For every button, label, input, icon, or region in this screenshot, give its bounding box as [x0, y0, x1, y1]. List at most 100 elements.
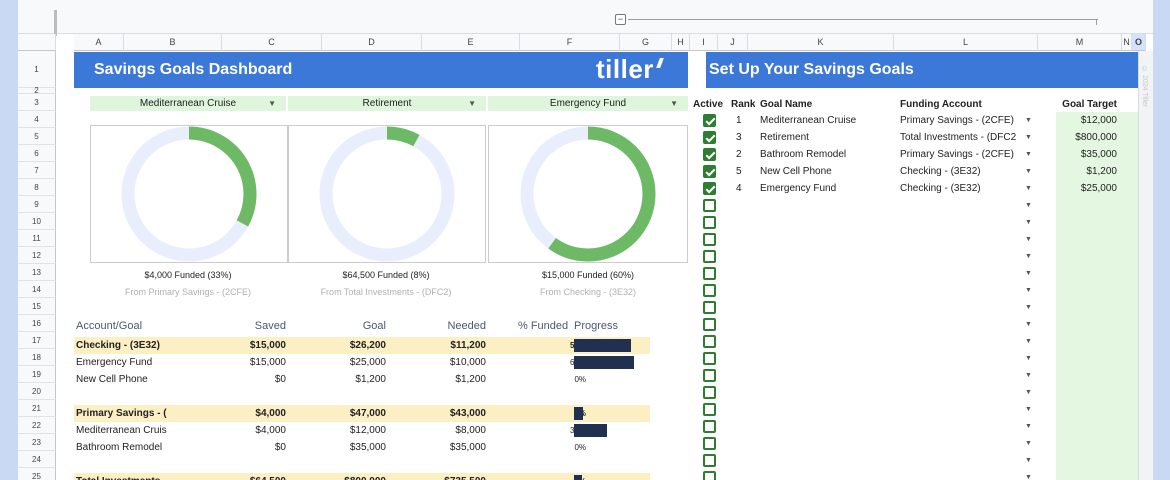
- active-checkbox[interactable]: [703, 114, 716, 127]
- active-checkbox[interactable]: [703, 165, 716, 178]
- goal-name[interactable]: Mediterranean Cruise: [760, 115, 857, 126]
- goal-name[interactable]: New Cell Phone: [760, 166, 832, 177]
- column-header-l[interactable]: L: [894, 34, 1038, 51]
- gauge-chart-2[interactable]: [288, 125, 486, 263]
- chevron-down-icon[interactable]: ▼: [1025, 440, 1032, 447]
- row-header-22[interactable]: 22: [18, 417, 56, 434]
- chevron-down-icon[interactable]: ▼: [1025, 236, 1032, 243]
- chevron-down-icon[interactable]: ▼: [1025, 457, 1032, 464]
- chevron-down-icon[interactable]: ▼: [1025, 372, 1032, 379]
- column-header-m[interactable]: M: [1038, 34, 1122, 51]
- funding-account[interactable]: Checking - (3E32): [900, 183, 981, 194]
- goal-selector-3[interactable]: Emergency Fund ▼: [488, 96, 688, 111]
- goal-selector-2[interactable]: Retirement ▼: [288, 96, 486, 111]
- column-header-h[interactable]: H: [672, 34, 690, 51]
- goal-target[interactable]: $35,000: [1080, 149, 1117, 160]
- chevron-down-icon[interactable]: ▼: [1025, 117, 1032, 124]
- goal-rank[interactable]: 1: [736, 115, 742, 126]
- active-checkbox[interactable]: [703, 335, 716, 348]
- column-header-j[interactable]: J: [718, 34, 748, 51]
- chevron-down-icon[interactable]: ▼: [1025, 423, 1032, 430]
- active-checkbox[interactable]: [703, 301, 716, 314]
- chevron-down-icon[interactable]: ▼: [1025, 151, 1032, 158]
- row-header-24[interactable]: 24: [18, 451, 56, 468]
- active-checkbox[interactable]: [703, 386, 716, 399]
- column-header-e[interactable]: E: [422, 34, 520, 51]
- active-checkbox[interactable]: [703, 437, 716, 450]
- goal-rank[interactable]: 2: [736, 149, 742, 160]
- active-checkbox[interactable]: [703, 267, 716, 280]
- active-checkbox[interactable]: [703, 284, 716, 297]
- gauge-chart-3[interactable]: [488, 125, 688, 263]
- row-header-2[interactable]: 2: [18, 87, 56, 95]
- row-header-19[interactable]: 19: [18, 366, 56, 383]
- goal-name[interactable]: Emergency Fund: [760, 183, 837, 194]
- row-header-25[interactable]: 25: [18, 468, 56, 480]
- active-checkbox[interactable]: [703, 131, 716, 144]
- row-header-14[interactable]: 14: [18, 281, 56, 298]
- chevron-down-icon[interactable]: ▼: [1025, 338, 1032, 345]
- goal-target[interactable]: $25,000: [1080, 183, 1117, 194]
- row-header-12[interactable]: 12: [18, 247, 56, 264]
- chevron-down-icon[interactable]: ▼: [1025, 304, 1032, 311]
- goal-selector-1[interactable]: Mediterranean Cruise ▼: [90, 96, 286, 111]
- column-header-c[interactable]: C: [222, 34, 322, 51]
- active-checkbox[interactable]: [703, 471, 716, 480]
- column-header-n[interactable]: N: [1122, 34, 1132, 51]
- chevron-down-icon[interactable]: ▼: [1025, 253, 1032, 260]
- funding-account[interactable]: Primary Savings - (2CFE): [900, 115, 1014, 126]
- goal-rank[interactable]: 4: [736, 183, 742, 194]
- row-header-20[interactable]: 20: [18, 383, 56, 400]
- select-all-corner[interactable]: [18, 34, 56, 51]
- row-header-6[interactable]: 6: [18, 145, 56, 162]
- column-header-k[interactable]: K: [748, 34, 894, 51]
- row-header-4[interactable]: 4: [18, 111, 56, 128]
- active-checkbox[interactable]: [703, 216, 716, 229]
- goal-name[interactable]: Bathroom Remodel: [760, 149, 847, 160]
- active-checkbox[interactable]: [703, 318, 716, 331]
- row-header-21[interactable]: 21: [18, 400, 56, 417]
- chevron-down-icon[interactable]: ▼: [1025, 321, 1032, 328]
- active-checkbox[interactable]: [703, 403, 716, 416]
- row-header-5[interactable]: 5: [18, 128, 56, 145]
- row-header-10[interactable]: 10: [18, 213, 56, 230]
- collapse-group-button[interactable]: −: [615, 14, 626, 25]
- row-header-3[interactable]: 3: [18, 94, 56, 111]
- row-header-8[interactable]: 8: [18, 179, 56, 196]
- column-header-a[interactable]: A: [74, 34, 124, 51]
- goal-target[interactable]: $1,200: [1086, 166, 1117, 177]
- active-checkbox[interactable]: [703, 352, 716, 365]
- row-header-16[interactable]: 16: [18, 315, 56, 332]
- active-checkbox[interactable]: [703, 148, 716, 161]
- goal-target[interactable]: $800,000: [1075, 132, 1117, 143]
- chevron-down-icon[interactable]: ▼: [1025, 219, 1032, 226]
- chevron-down-icon[interactable]: ▼: [1025, 406, 1032, 413]
- row-header-17[interactable]: 17: [18, 332, 56, 349]
- active-checkbox[interactable]: [703, 250, 716, 263]
- active-checkbox[interactable]: [703, 233, 716, 246]
- active-checkbox[interactable]: [703, 199, 716, 212]
- active-checkbox[interactable]: [703, 420, 716, 433]
- column-header-g[interactable]: G: [620, 34, 672, 51]
- row-header-15[interactable]: 15: [18, 298, 56, 315]
- column-header-o[interactable]: O: [1132, 34, 1146, 51]
- active-checkbox[interactable]: [703, 182, 716, 195]
- goal-name[interactable]: Retirement: [760, 132, 809, 143]
- row-header-9[interactable]: 9: [18, 196, 56, 213]
- goal-rank[interactable]: 5: [736, 166, 742, 177]
- funding-account[interactable]: Total Investments - (DFC2: [900, 132, 1017, 143]
- column-header-b[interactable]: B: [124, 34, 222, 51]
- column-header-d[interactable]: D: [322, 34, 422, 51]
- gauge-chart-1[interactable]: [90, 125, 288, 263]
- chevron-down-icon[interactable]: ▼: [1025, 287, 1032, 294]
- chevron-down-icon[interactable]: ▼: [1025, 389, 1032, 396]
- funding-account[interactable]: Primary Savings - (2CFE): [900, 149, 1014, 160]
- chevron-down-icon[interactable]: ▼: [1025, 202, 1032, 209]
- row-header-7[interactable]: 7: [18, 162, 56, 179]
- chevron-down-icon[interactable]: ▼: [1025, 474, 1032, 480]
- row-header-1[interactable]: 1: [18, 51, 56, 88]
- chevron-down-icon[interactable]: ▼: [1025, 355, 1032, 362]
- funding-account[interactable]: Checking - (3E32): [900, 166, 981, 177]
- chevron-down-icon[interactable]: ▼: [1025, 168, 1032, 175]
- freeze-handle[interactable]: [54, 10, 57, 36]
